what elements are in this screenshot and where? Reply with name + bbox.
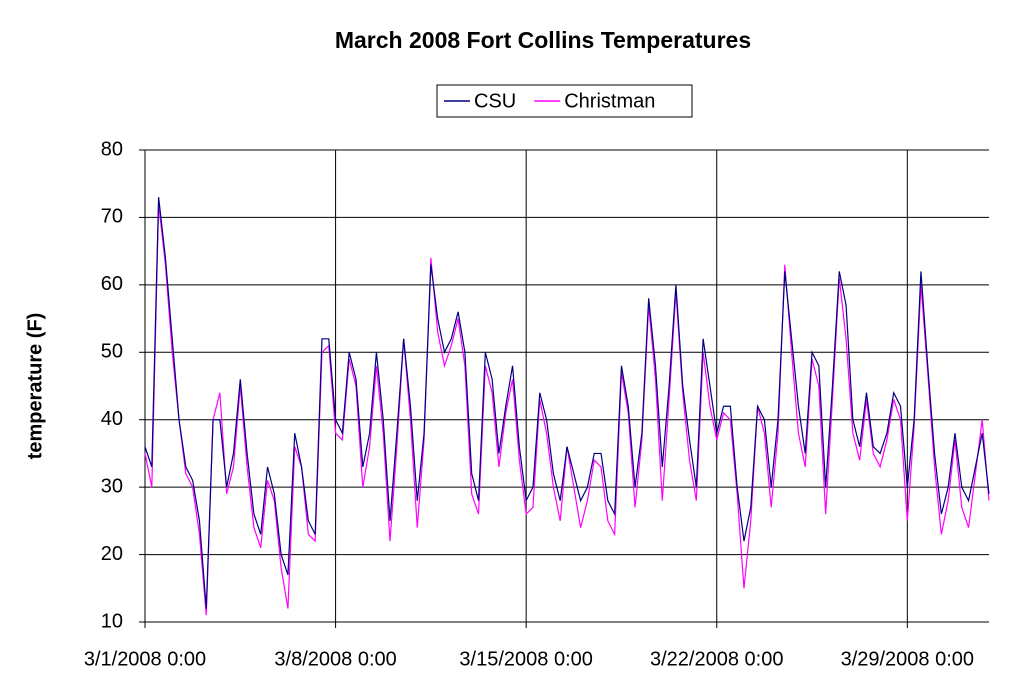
y-tick-label: 80 <box>101 138 123 160</box>
legend-label: Christman <box>564 90 655 112</box>
y-axis-label: temperature (F) <box>24 313 46 460</box>
y-tick-label: 30 <box>101 475 123 497</box>
x-tick-label: 3/15/2008 0:00 <box>459 648 592 670</box>
y-tick-label: 10 <box>101 610 123 632</box>
y-tick-label: 40 <box>101 408 123 430</box>
y-tick-label: 60 <box>101 273 123 295</box>
legend-box <box>436 84 693 118</box>
x-tick-label: 3/8/2008 0:00 <box>274 648 396 670</box>
y-tick-label: 50 <box>101 341 123 363</box>
x-tick-label: 3/1/2008 0:00 <box>84 648 206 670</box>
x-tick-label: 3/29/2008 0:00 <box>841 648 974 670</box>
series-line <box>144 197 990 609</box>
y-tick-label: 70 <box>101 206 123 228</box>
series-line <box>144 203 990 616</box>
y-tick-label: 20 <box>101 543 123 565</box>
x-tick-label: 3/22/2008 0:00 <box>650 648 783 670</box>
chart-title: March 2008 Fort Collins Temperatures <box>335 27 751 53</box>
legend-label: CSU <box>474 90 516 112</box>
